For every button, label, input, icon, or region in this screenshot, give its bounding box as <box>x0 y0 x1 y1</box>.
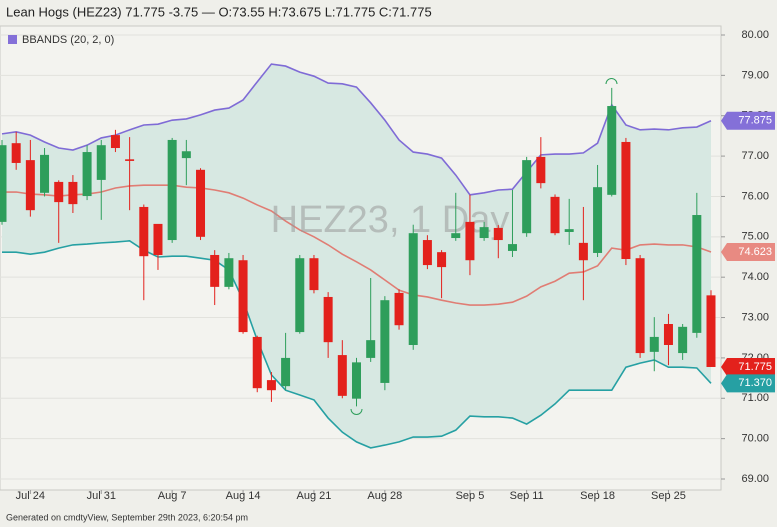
candle-body <box>25 160 35 211</box>
candle-body <box>479 227 489 239</box>
high-marker <box>605 78 618 85</box>
candle-body <box>323 296 333 343</box>
price-tag <box>721 243 775 262</box>
candle-body <box>309 258 319 291</box>
y-tick-label: 75.00 <box>741 231 769 243</box>
candle-body <box>621 141 631 260</box>
price-tag-label: 71.370 <box>738 377 772 389</box>
candle-body <box>96 145 106 180</box>
candle-body <box>465 221 475 261</box>
candle-body <box>295 258 305 333</box>
price-tag-label: 74.623 <box>738 246 772 258</box>
candle-body <box>68 181 78 205</box>
footer: Generated on cmdtyView, September 29th 2… <box>6 512 248 522</box>
band-line-middle <box>2 184 712 306</box>
x-tick-label: Sep 5 <box>456 490 485 502</box>
candle-body <box>224 258 234 287</box>
y-tick-label: 69.00 <box>741 473 769 485</box>
candle-body <box>139 206 149 257</box>
candle-body <box>408 233 418 345</box>
candle-body <box>593 187 603 253</box>
candle-body <box>649 336 659 352</box>
candle-body <box>437 252 447 268</box>
candle-body <box>210 254 220 287</box>
candle-body <box>238 260 248 333</box>
x-tick-label: Aug 7 <box>158 490 187 502</box>
candle-body <box>352 362 361 399</box>
band-line-upper <box>1 63 712 196</box>
x-tick-label: Jul 31 <box>87 490 116 502</box>
candle-body <box>0 145 7 222</box>
candle-body <box>536 156 546 184</box>
candle-body <box>550 196 560 234</box>
candle-body <box>635 258 645 354</box>
candle-body <box>82 152 92 197</box>
candle-body <box>281 357 291 387</box>
candle-body <box>181 151 191 159</box>
y-tick-label: 80.00 <box>741 29 769 41</box>
candle-body <box>40 154 50 193</box>
y-tick-label: 73.00 <box>741 311 769 323</box>
candle-body <box>507 244 517 251</box>
legend-swatch <box>8 35 17 44</box>
low-marker <box>350 408 363 415</box>
candle-body <box>706 295 716 367</box>
candle-body <box>692 215 702 333</box>
legend-label: BBANDS (20, 2, 0) <box>22 34 114 46</box>
candle-body <box>337 355 347 396</box>
candle-body <box>11 143 21 163</box>
candle-body <box>153 223 163 255</box>
candle-body <box>366 340 376 358</box>
x-tick-label: Sep 25 <box>651 490 686 502</box>
candle-body <box>167 139 177 241</box>
x-tick-label: Aug 14 <box>226 490 261 502</box>
x-tick-label: Aug 21 <box>297 490 332 502</box>
candle-body <box>578 242 588 261</box>
y-tick-label: 77.00 <box>741 150 769 162</box>
y-tick-label: 79.00 <box>741 69 769 81</box>
x-tick-label: Sep 18 <box>580 490 615 502</box>
price-tag <box>721 111 775 130</box>
y-tick-label: 71.00 <box>741 392 769 404</box>
price-tag-label: 77.875 <box>738 115 772 127</box>
candle-body <box>266 380 276 391</box>
candle-body <box>607 106 617 195</box>
header: Lean Hogs (HEZ23) 71.775 -3.75 — O:73.55… <box>6 4 432 19</box>
candle-body <box>54 181 64 203</box>
candle-body <box>394 292 404 326</box>
price-tag <box>721 374 775 393</box>
price-tag <box>721 357 775 376</box>
y-tick-label: 70.00 <box>741 433 769 445</box>
plot: HEZ23, 1 Day <box>0 34 721 480</box>
candle-body <box>451 233 461 239</box>
candle-body <box>522 160 532 234</box>
candle-body <box>678 326 688 354</box>
candle-body <box>663 324 673 345</box>
price-tag-label: 71.775 <box>738 361 772 373</box>
band-fill <box>2 64 711 448</box>
candle-body <box>125 159 135 161</box>
candle-body <box>380 300 390 383</box>
y-tick-label: 76.00 <box>741 190 769 202</box>
y-tick-label: 74.00 <box>741 271 769 283</box>
candle-body <box>110 135 120 149</box>
x-tick-label: Sep 11 <box>510 490 544 502</box>
candle-body <box>493 227 503 241</box>
candle-body <box>564 229 574 232</box>
candle-body <box>422 240 432 266</box>
x-tick-label: Jul 24 <box>16 490 45 502</box>
candle-body <box>196 169 206 237</box>
band-line-lower <box>2 240 712 449</box>
x-tick-label: Aug 28 <box>367 490 402 502</box>
candle-body <box>252 336 262 389</box>
